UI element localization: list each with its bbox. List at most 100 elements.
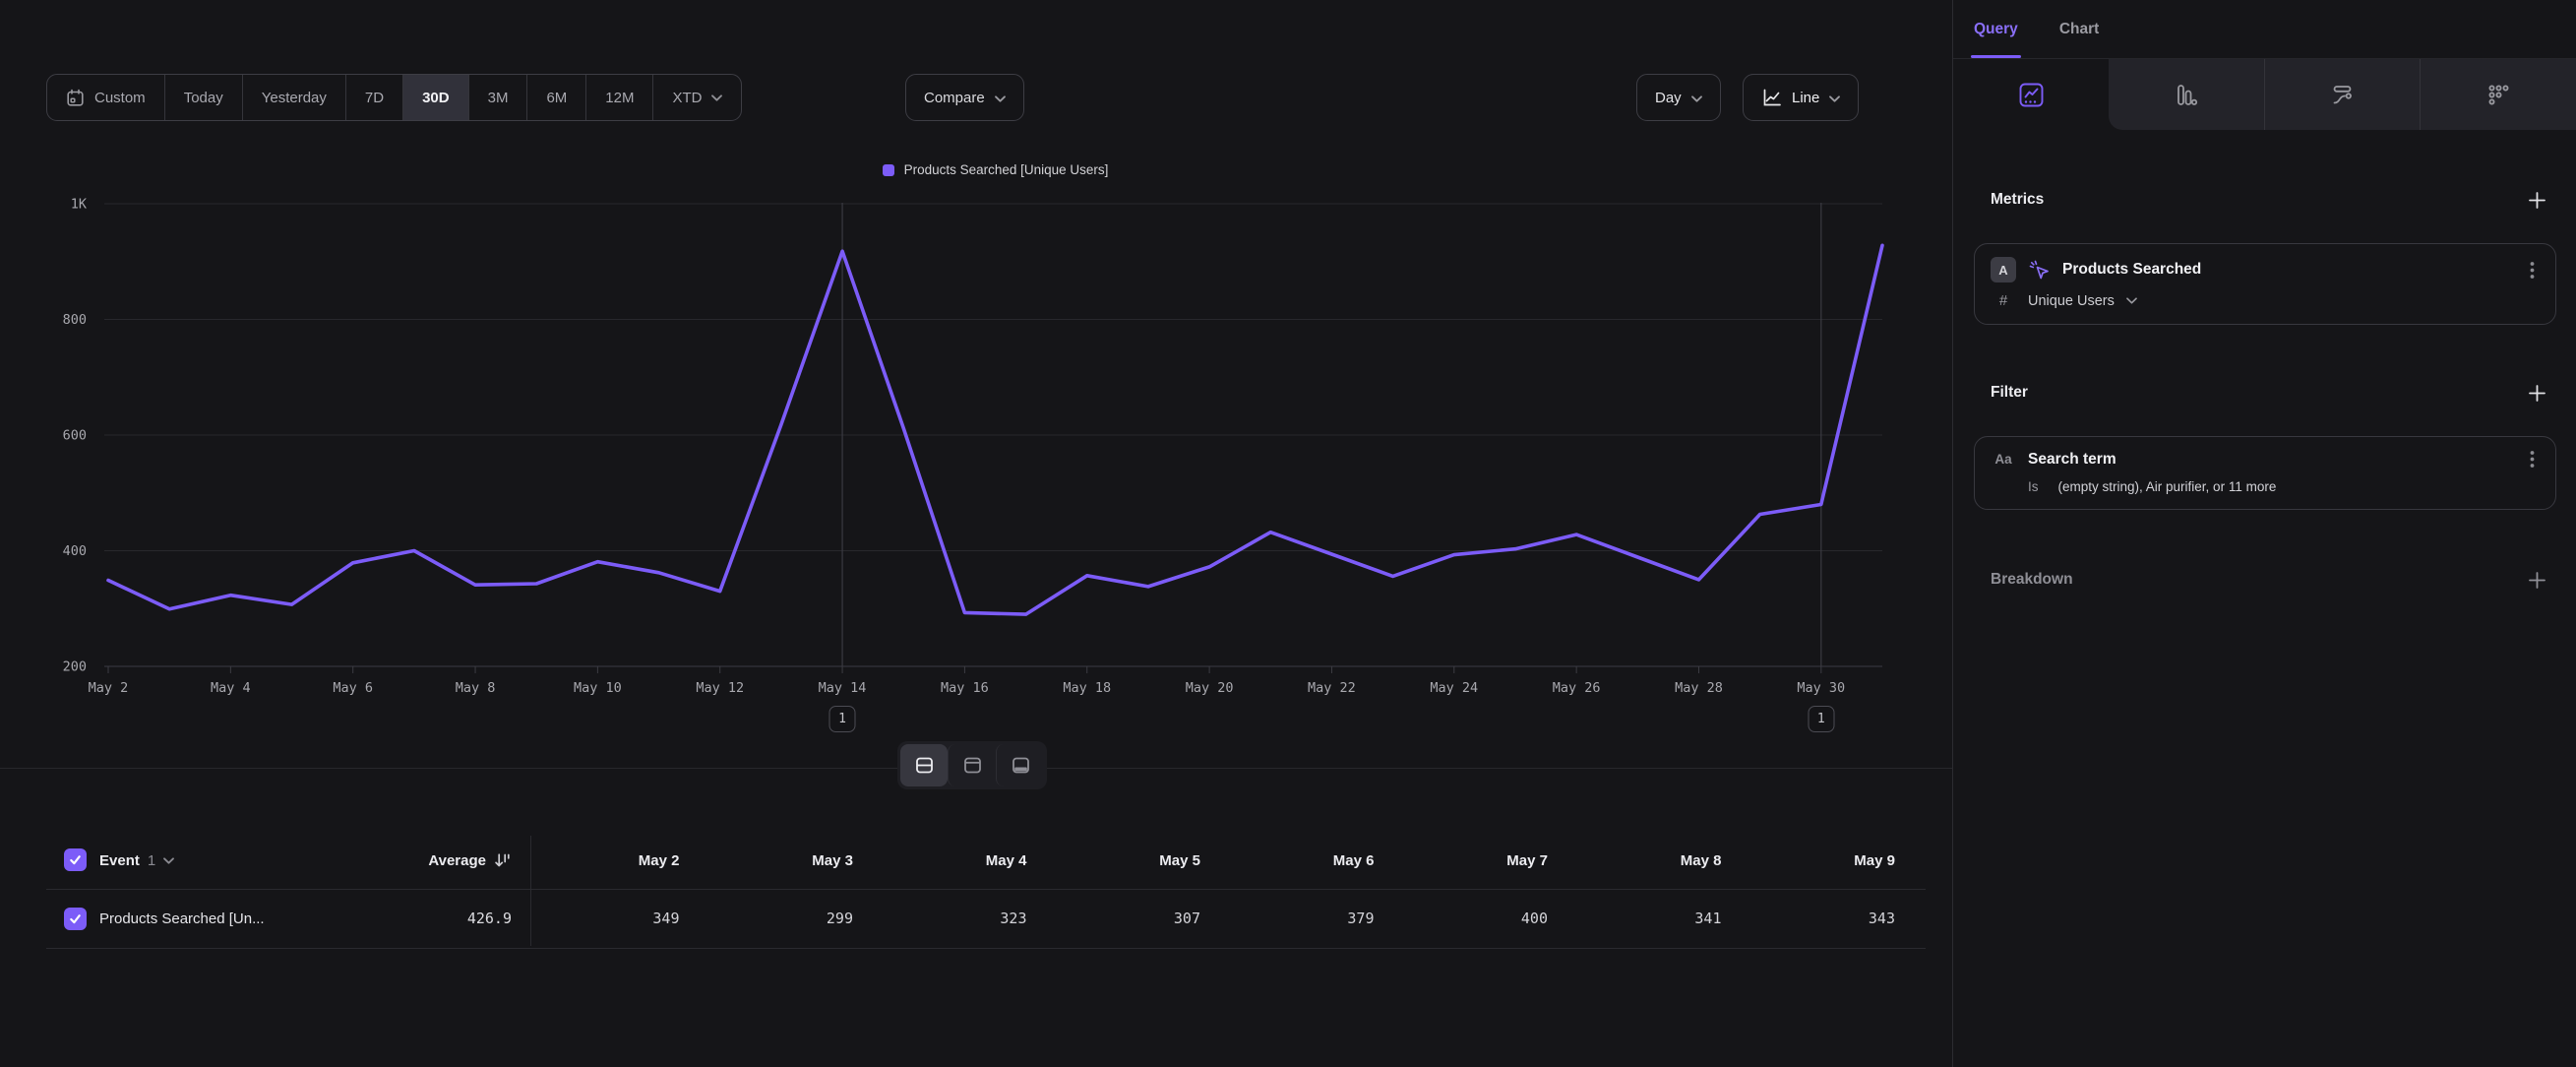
chevron-down-icon bbox=[711, 94, 722, 101]
metric-options-button[interactable] bbox=[2524, 261, 2540, 280]
svg-text:800: 800 bbox=[63, 312, 87, 328]
svg-text:May 24: May 24 bbox=[1430, 680, 1478, 696]
tab-query[interactable]: Query bbox=[1974, 0, 2018, 58]
check-icon bbox=[68, 852, 83, 867]
top-panel-icon bbox=[962, 755, 983, 776]
tab-insights[interactable] bbox=[1953, 59, 2109, 130]
svg-text:May 26: May 26 bbox=[1553, 680, 1601, 696]
range-option-12m[interactable]: 12M bbox=[586, 75, 653, 120]
range-option-xtd[interactable]: XTD bbox=[653, 75, 741, 120]
table-date-header: May 6 bbox=[1200, 832, 1375, 889]
line-chart-svg: 2004006008001KMay 2May 4May 6May 8May 10… bbox=[0, 148, 1952, 758]
annotation-badge[interactable]: 1 bbox=[1808, 706, 1834, 732]
range-option-today[interactable]: Today bbox=[165, 75, 243, 120]
filter-condition[interactable]: Is (empty string), Air purifier, or 11 m… bbox=[2028, 479, 2540, 494]
table-date-header: May 7 bbox=[1375, 832, 1549, 889]
main-area: CustomTodayYesterday 7D 30D 3M6M 12M XTD Comp… bbox=[0, 0, 1952, 1067]
filter-options-button[interactable] bbox=[2524, 450, 2540, 469]
metric-name[interactable]: Products Searched bbox=[2062, 261, 2512, 279]
split-horizontal-icon bbox=[914, 755, 935, 776]
chevron-down-icon bbox=[2126, 297, 2137, 304]
range-option-label: 7D bbox=[365, 90, 384, 106]
range-option-custom[interactable]: Custom bbox=[47, 75, 165, 120]
plus-icon bbox=[2527, 383, 2547, 404]
table-date-header: May 9 bbox=[1722, 832, 1896, 889]
chevron-down-icon bbox=[1691, 95, 1702, 102]
table-date-header: May 2 bbox=[506, 832, 680, 889]
table-cell-value: 299 bbox=[680, 889, 854, 948]
range-option-label: 30D bbox=[422, 90, 450, 106]
measure-prefix: # bbox=[1991, 292, 2016, 309]
svg-text:May 18: May 18 bbox=[1063, 680, 1111, 696]
table-divider bbox=[46, 948, 1926, 949]
table-cell-value: 307 bbox=[1027, 889, 1201, 948]
query-builder: Metrics A Products Searched # Unique Use… bbox=[1953, 187, 2576, 593]
tab-retention[interactable] bbox=[2420, 59, 2576, 130]
measure-dropdown[interactable]: # Unique Users bbox=[1991, 292, 2540, 309]
event-column-label: Event bbox=[99, 852, 140, 869]
compare-label: Compare bbox=[924, 90, 985, 106]
layout-bottom-panel-button[interactable] bbox=[996, 744, 1044, 786]
annotation-badge[interactable]: 1 bbox=[829, 706, 856, 732]
svg-text:May 30: May 30 bbox=[1797, 680, 1845, 696]
row-checkbox[interactable] bbox=[64, 908, 87, 930]
tab-funnels[interactable] bbox=[2109, 59, 2264, 130]
select-all-checkbox[interactable] bbox=[64, 848, 87, 871]
report-type-tab-strip bbox=[2109, 59, 2576, 130]
funnels-icon bbox=[2174, 83, 2198, 107]
filter-property-name[interactable]: Search term bbox=[2028, 451, 2512, 469]
granularity-label: Day bbox=[1655, 90, 1682, 106]
svg-text:200: 200 bbox=[63, 659, 87, 675]
svg-text:May 2: May 2 bbox=[89, 680, 129, 696]
query-side-panel: Query Chart Metrics bbox=[1952, 0, 2576, 1067]
range-option-7d[interactable]: 7D bbox=[346, 75, 403, 120]
event-count: 1 bbox=[148, 852, 155, 869]
date-range-group[interactable]: CustomTodayYesterday 7D 30D 3M6M 12M XTD bbox=[46, 74, 742, 121]
metrics-heading: Metrics bbox=[1991, 191, 2044, 209]
tab-flows[interactable] bbox=[2264, 59, 2421, 130]
table-cell-value: 343 bbox=[1722, 889, 1896, 948]
kebab-menu-icon bbox=[2530, 450, 2535, 469]
metric-card[interactable]: A Products Searched # Unique Users bbox=[1974, 243, 2556, 325]
layout-top-panel-button[interactable] bbox=[948, 744, 996, 786]
table-row-average: 426.9 bbox=[295, 889, 512, 948]
chart-type-button[interactable]: Line bbox=[1743, 74, 1859, 121]
add-breakdown-button[interactable] bbox=[2524, 567, 2549, 593]
filter-operator: Is bbox=[2028, 479, 2039, 494]
average-label: Average bbox=[428, 852, 486, 869]
range-option-3m[interactable]: 3M bbox=[469, 75, 528, 120]
average-column-header[interactable]: Average bbox=[295, 832, 512, 889]
layout-toggle-group bbox=[897, 741, 1047, 789]
side-panel-tabs: Query Chart bbox=[1953, 0, 2576, 59]
table-row-name[interactable]: Products Searched [Un... bbox=[99, 889, 265, 948]
measure-label: Unique Users bbox=[2028, 293, 2115, 309]
layout-split-horizontal-button[interactable] bbox=[900, 744, 948, 786]
range-option-label: XTD bbox=[672, 90, 702, 106]
add-metric-button[interactable] bbox=[2524, 187, 2549, 213]
tab-chart[interactable]: Chart bbox=[2059, 0, 2099, 58]
chevron-down-icon bbox=[1829, 95, 1840, 102]
event-column-dropdown[interactable]: Event 1 bbox=[99, 832, 174, 889]
range-option-30d[interactable]: 30D bbox=[403, 75, 469, 120]
granularity-button[interactable]: Day bbox=[1636, 74, 1721, 121]
range-option-label: 12M bbox=[605, 90, 634, 106]
tab-query-label: Query bbox=[1974, 21, 2018, 38]
table-date-header: May 8 bbox=[1548, 832, 1722, 889]
chevron-down-icon bbox=[163, 857, 174, 864]
add-filter-button[interactable] bbox=[2524, 380, 2549, 406]
filter-value: (empty string), Air purifier, or 11 more bbox=[2058, 479, 2277, 494]
chart-type-label: Line bbox=[1792, 90, 1819, 106]
svg-text:May 10: May 10 bbox=[574, 680, 622, 696]
table-cell-value: 323 bbox=[853, 889, 1027, 948]
filter-card[interactable]: Aa Search term Is (empty string), Air pu… bbox=[1974, 436, 2556, 510]
range-option-6m[interactable]: 6M bbox=[527, 75, 586, 120]
svg-text:May 22: May 22 bbox=[1308, 680, 1356, 696]
table-cell-value: 379 bbox=[1200, 889, 1375, 948]
range-option-yesterday[interactable]: Yesterday bbox=[243, 75, 346, 120]
compare-button[interactable]: Compare bbox=[905, 74, 1024, 121]
retention-icon bbox=[2486, 83, 2511, 107]
tab-chart-label: Chart bbox=[2059, 21, 2099, 38]
calendar-icon bbox=[66, 89, 85, 107]
insights-icon bbox=[2018, 82, 2045, 108]
table-cell-value: 341 bbox=[1548, 889, 1722, 948]
